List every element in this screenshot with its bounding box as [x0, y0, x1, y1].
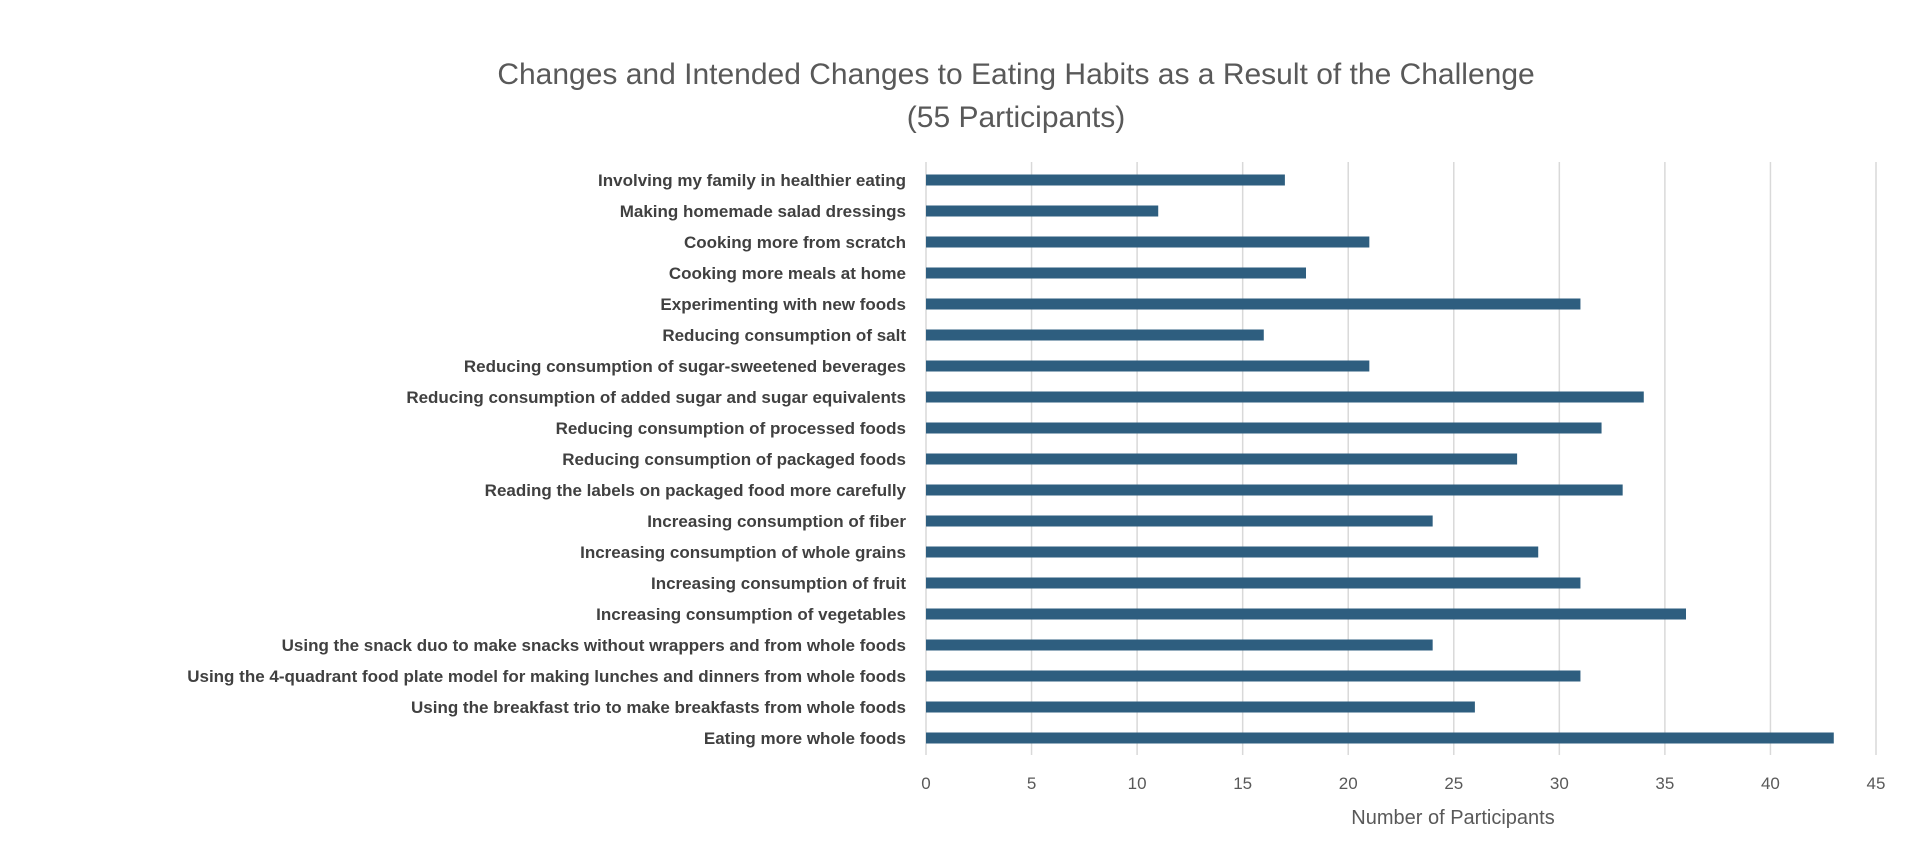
category-label: Reducing consumption of packaged foods: [562, 450, 906, 469]
category-label: Reducing consumption of salt: [662, 326, 906, 345]
bar: [926, 174, 1285, 186]
category-label: Using the snack duo to make snacks witho…: [282, 636, 906, 655]
category-label: Cooking more from scratch: [684, 233, 906, 252]
category-label: Reducing consumption of processed foods: [556, 419, 906, 438]
category-label: Using the breakfast trio to make breakfa…: [411, 698, 906, 717]
category-label: Eating more whole foods: [704, 729, 906, 748]
category-label: Increasing consumption of whole grains: [580, 543, 906, 562]
x-tick-label: 20: [1339, 774, 1358, 793]
x-tick-label: 25: [1444, 774, 1463, 793]
x-tick-label: 45: [1867, 774, 1886, 793]
bar: [926, 701, 1475, 713]
x-tick-label: 0: [921, 774, 930, 793]
x-tick-label: 15: [1233, 774, 1252, 793]
bar: [926, 732, 1834, 744]
category-label: Involving my family in healthier eating: [598, 171, 906, 190]
bar: [926, 329, 1264, 341]
category-label: Cooking more meals at home: [669, 264, 906, 283]
bar: [926, 515, 1433, 527]
bar: [926, 298, 1581, 310]
chart-subtitle: (55 Participants): [907, 101, 1125, 134]
bar: [926, 608, 1686, 620]
x-tick-label: 40: [1761, 774, 1780, 793]
category-label: Experimenting with new foods: [660, 295, 906, 314]
bar: [926, 577, 1581, 589]
bar: [926, 360, 1370, 372]
bar: [926, 236, 1370, 248]
bar: [926, 639, 1433, 651]
bar: [926, 484, 1623, 496]
category-label: Reading the labels on packaged food more…: [485, 481, 907, 500]
category-label: Increasing consumption of fiber: [647, 512, 906, 531]
bar: [926, 205, 1159, 217]
category-labels: Involving my family in healthier eating M…: [187, 171, 906, 748]
x-tick-label: 35: [1655, 774, 1674, 793]
chart-title: Changes and Intended Changes to Eating H…: [497, 58, 1534, 91]
bars: [926, 174, 1834, 744]
bar: [926, 391, 1644, 403]
category-label: Reducing consumption of added sugar and …: [406, 388, 906, 407]
bar: [926, 670, 1581, 682]
category-label: Reducing consumption of sugar-sweetened …: [464, 357, 906, 376]
bar: [926, 267, 1306, 279]
category-label: Increasing consumption of fruit: [651, 574, 906, 593]
x-axis-title: Number of Participants: [1351, 807, 1554, 829]
category-label: Increasing consumption of vegetables: [596, 605, 906, 624]
category-label: Making homemade salad dressings: [620, 202, 906, 221]
bar: [926, 422, 1602, 434]
bar: [926, 453, 1518, 465]
x-tick-labels: 0 5 10 15 20 25 30 35 40 45: [921, 774, 1885, 793]
x-tick-label: 5: [1027, 774, 1036, 793]
category-label: Using the 4-quadrant food plate model fo…: [187, 667, 906, 686]
x-tick-label: 10: [1128, 774, 1147, 793]
x-tick-label: 30: [1550, 774, 1569, 793]
bar: [926, 546, 1539, 558]
